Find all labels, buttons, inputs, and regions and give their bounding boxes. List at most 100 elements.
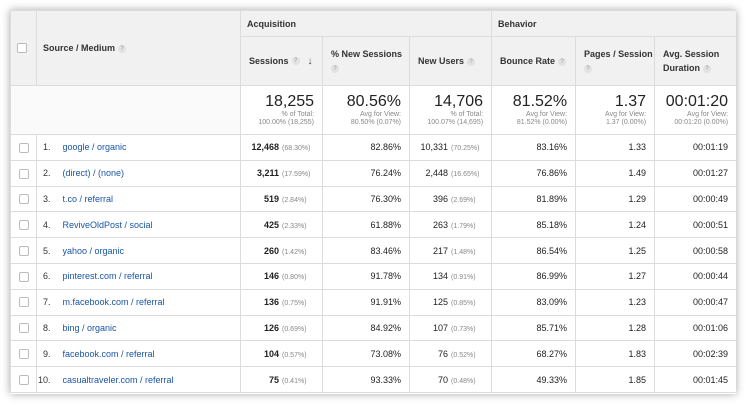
select-all-checkbox[interactable] — [17, 43, 27, 54]
total-sessions: 18,255 % of Total: 100.00% (18,255) — [240, 85, 324, 135]
sessions-percent: (17.59%) — [282, 171, 311, 179]
new-users-percent: (2.69%) — [451, 196, 476, 204]
help-icon[interactable]: ? — [558, 57, 567, 66]
sessions-cell: 519 (2.84%) — [240, 185, 324, 213]
avg-duration-cell: 00:00:51 — [654, 211, 736, 239]
avg-duration-column-header[interactable]: Avg. Session Duration? — [654, 36, 736, 86]
pages-session-column-header[interactable]: Pages / Session? — [575, 36, 656, 86]
new-users-column-header[interactable]: New Users? — [409, 36, 493, 86]
row-checkbox[interactable] — [18, 194, 29, 205]
bounce-rate-cell: 83.16% — [491, 134, 577, 161]
total-sessions-sub1: % of Total: — [281, 111, 315, 118]
source-medium-link[interactable]: (direct) / (none) — [56, 159, 242, 187]
source-medium-link[interactable]: google / organic — [56, 134, 242, 161]
bounce-rate-cell: 76.86% — [491, 159, 577, 187]
pages-session-cell: 1.83 — [575, 340, 656, 368]
table-row: 10. casualtraveler.com / referral 75 (0.4… — [10, 366, 736, 393]
total-bounce-rate-sub1: Avg for View: — [526, 111, 568, 118]
new-users-percent: (1.48%) — [451, 248, 476, 256]
bounce-rate-cell: 49.33% — [491, 366, 577, 393]
new-sessions-cell: 91.78% — [322, 262, 411, 290]
new-users-value: 2,448 — [425, 168, 449, 179]
sessions-percent: (0.57%) — [282, 351, 307, 359]
row-checkbox[interactable] — [18, 168, 29, 179]
source-medium-link[interactable]: ReviveOldPost / social — [56, 211, 242, 239]
help-icon[interactable]: ? — [291, 57, 300, 66]
sessions-percent: (1.42%) — [282, 248, 307, 256]
select-all-cell — [10, 10, 37, 86]
pages-session-cell: 1.27 — [575, 262, 656, 290]
help-icon[interactable]: ? — [703, 64, 712, 73]
row-index: 10. — [36, 366, 57, 393]
table-row: 4. ReviveOldPost / social 425 (2.33%) 61.… — [10, 211, 736, 239]
sessions-value: 146 — [263, 271, 280, 282]
new-sessions-cell: 91.91% — [322, 288, 411, 316]
new-sessions-cell: 82.86% — [322, 134, 411, 161]
row-checkbox[interactable] — [18, 271, 29, 282]
row-checkbox[interactable] — [18, 297, 29, 308]
new-users-percent: (0.85%) — [451, 300, 476, 308]
help-icon[interactable]: ? — [118, 44, 127, 53]
bounce-rate-cell: 86.54% — [491, 237, 577, 264]
source-medium-link[interactable]: yahoo / organic — [56, 237, 242, 264]
new-users-cell: 70 (0.48%) — [409, 366, 493, 393]
pages-session-cell: 1.33 — [575, 134, 656, 161]
sessions-percent: (0.69%) — [282, 325, 307, 333]
pages-session-cell: 1.25 — [575, 237, 656, 264]
bounce-rate-column-header[interactable]: Bounce Rate? — [491, 36, 577, 86]
help-icon[interactable]: ? — [467, 57, 476, 66]
sessions-value: 425 — [263, 219, 280, 230]
row-checkbox[interactable] — [18, 142, 29, 153]
pages-session-cell: 1.29 — [575, 185, 656, 213]
source-medium-link[interactable]: facebook.com / referral — [56, 340, 242, 368]
bounce-rate-header-label: Bounce Rate — [500, 56, 556, 66]
row-checkbox[interactable] — [18, 349, 29, 360]
new-sessions-column-header[interactable]: % New Sessions? — [322, 36, 411, 86]
sessions-percent: (68.30%) — [282, 145, 311, 153]
table-row: 2. (direct) / (none) 3,211 (17.59%) 76.24… — [10, 159, 736, 187]
sessions-cell: 12,468 (68.30%) — [240, 134, 324, 161]
total-new-users-sub1: % of Total: — [450, 111, 484, 118]
avg-duration-header-label-1: Avg. Session — [663, 49, 720, 59]
source-medium-link[interactable]: pinterest.com / referral — [56, 262, 242, 290]
row-checkbox-cell — [10, 366, 37, 393]
new-users-value: 396 — [433, 193, 449, 204]
row-checkbox[interactable] — [18, 323, 29, 334]
new-users-cell: 10,331 (70.25%) — [409, 134, 493, 161]
sessions-value: 136 — [263, 297, 280, 308]
sessions-percent: (0.80%) — [282, 274, 307, 282]
total-avg-duration: 00:01:20 Avg for View: 00:01:20 (0.00%) — [654, 85, 736, 135]
table-row: 7. m.facebook.com / referral 136 (0.75%) … — [10, 288, 736, 316]
avg-duration-cell: 00:00:47 — [654, 288, 736, 316]
avg-duration-cell: 00:00:44 — [654, 262, 736, 290]
new-users-cell: 134 (0.91%) — [409, 262, 493, 290]
new-sessions-cell: 93.33% — [322, 366, 411, 393]
new-users-cell: 2,448 (16.65%) — [409, 159, 493, 187]
new-users-cell: 396 (2.69%) — [409, 185, 493, 213]
row-checkbox-cell — [10, 185, 37, 213]
row-checkbox[interactable] — [18, 220, 29, 231]
source-medium-link[interactable]: bing / organic — [56, 314, 242, 342]
source-medium-link[interactable]: m.facebook.com / referral — [56, 288, 242, 316]
new-sessions-cell: 76.24% — [322, 159, 411, 187]
help-icon[interactable]: ? — [584, 64, 593, 73]
new-users-value: 125 — [433, 297, 449, 308]
sessions-column-header[interactable]: Sessions? ↓ — [240, 36, 324, 86]
row-checkbox[interactable] — [18, 374, 29, 385]
source-medium-header[interactable]: Source / Medium? — [35, 10, 242, 86]
analytics-report-panel: Source / Medium? Acquisition Behavior Se… — [10, 10, 736, 394]
source-medium-link[interactable]: casualtraveler.com / referral — [56, 366, 242, 393]
help-icon[interactable]: ? — [331, 64, 340, 73]
total-sessions-value: 18,255 — [265, 93, 315, 110]
pages-session-cell: 1.23 — [575, 288, 656, 316]
row-checkbox[interactable] — [18, 245, 29, 256]
source-medium-link[interactable]: t.co / referral — [56, 185, 242, 213]
avg-duration-cell: 00:01:27 — [654, 159, 736, 187]
sort-down-icon[interactable]: ↓ — [307, 55, 313, 67]
total-bounce-rate-value: 81.52% — [512, 93, 568, 110]
total-pages-session-value: 1.37 — [614, 93, 647, 110]
sessions-value: 260 — [263, 245, 280, 256]
total-pages-session: 1.37 Avg for View: 1.37 (0.00%) — [575, 85, 656, 135]
acquisition-group-header: Acquisition — [240, 10, 493, 37]
pages-session-header-label: Pages / Session — [584, 49, 653, 59]
